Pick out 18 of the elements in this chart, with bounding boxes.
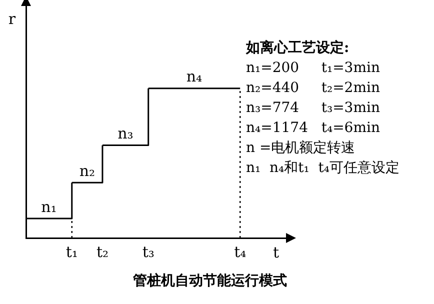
annotation: n₄=1174 t₄=6min xyxy=(246,119,381,138)
text: n₁=200 t₁=3min xyxy=(246,59,381,78)
annotation: n₁ n₄和t₁ t₄可任意设定 xyxy=(246,159,400,178)
x-tick-label: t₄ xyxy=(234,242,246,261)
series-label: n₃ xyxy=(118,124,134,143)
x-tick-label: t₂ xyxy=(96,242,108,261)
x-axis-title: t xyxy=(272,243,280,262)
x-tick-label: t₃ xyxy=(142,242,154,261)
annotation: n₂=440 t₂=2min xyxy=(246,79,381,98)
text: 管桩机自动节能运行模式 xyxy=(132,272,288,290)
x-tick-label: t₁ xyxy=(66,242,78,261)
series-label: n₂ xyxy=(79,162,96,180)
text: 如离心工艺设定: xyxy=(246,38,350,58)
series-label: n₄ xyxy=(186,68,202,86)
y-axis-title: r xyxy=(8,10,16,28)
annotation: n =电机额定转速 xyxy=(246,139,356,158)
series-label: n₁ xyxy=(41,198,57,216)
annotation: n₃=774 t₃=3min xyxy=(246,99,381,118)
